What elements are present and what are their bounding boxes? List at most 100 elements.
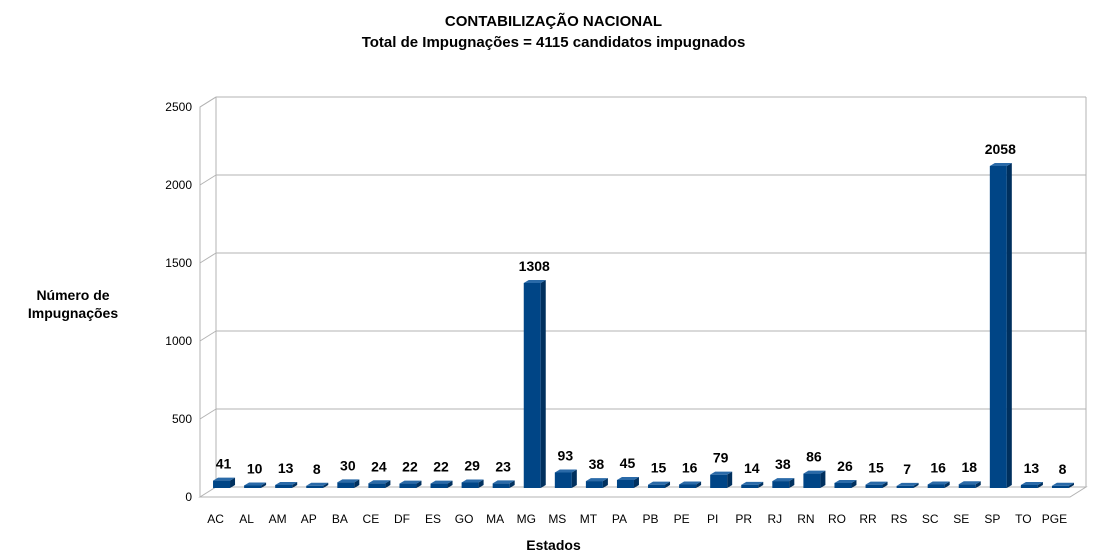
bar-top: [927, 481, 950, 485]
bar: [1020, 481, 1043, 488]
bar: [772, 478, 795, 488]
bar-side: [602, 478, 608, 488]
data-label: 16: [682, 460, 698, 476]
chart-subtitle: Total de Impugnações = 4115 candidatos i…: [361, 34, 746, 51]
bar-side: [416, 480, 422, 488]
bar-side: [1037, 481, 1043, 488]
bar-front: [492, 483, 510, 488]
gridline-side: [199, 174, 217, 186]
data-label: 18: [961, 459, 977, 475]
bar-front: [554, 472, 572, 488]
bar: [648, 481, 671, 488]
bar-side: [571, 469, 577, 488]
x-tick-label: RJ: [767, 512, 782, 526]
bar-front: [368, 483, 386, 488]
bar: [337, 479, 360, 488]
bar-side: [944, 481, 950, 488]
bar: [679, 481, 702, 488]
bar-top: [399, 480, 422, 484]
y-tick-label: 2000: [165, 178, 192, 192]
x-tick-label: AC: [207, 512, 224, 526]
bar-side: [975, 481, 981, 488]
y-tick-label: 2500: [165, 100, 192, 114]
bar-front: [648, 484, 666, 488]
bar-top: [337, 479, 360, 483]
back-wall: [215, 97, 1087, 488]
x-tick-label: BA: [332, 512, 348, 526]
bar-side: [665, 481, 671, 488]
bar-side: [385, 480, 391, 488]
x-tick-label: PE: [674, 512, 690, 526]
bar: [430, 480, 453, 488]
data-label: 22: [433, 459, 449, 475]
bar: [616, 476, 639, 488]
bar-top: [679, 481, 702, 485]
bar-side: [447, 480, 453, 488]
bar-side: [789, 478, 795, 488]
x-tick-label: PI: [707, 512, 718, 526]
bar-top: [244, 482, 267, 486]
x-axis-label: Estados: [526, 537, 581, 553]
bar-top: [523, 279, 546, 283]
data-label: 38: [589, 456, 605, 472]
data-label: 15: [651, 460, 667, 476]
bar-top: [368, 480, 391, 484]
bar: [492, 480, 515, 488]
bar-front: [461, 482, 479, 488]
bar-front: [710, 474, 728, 488]
gridline-side: [199, 96, 217, 108]
bar-side: [820, 470, 826, 488]
bar-top: [1020, 481, 1043, 485]
x-tick-label: PGE: [1042, 512, 1067, 526]
bar: [399, 480, 422, 488]
bar: [803, 470, 826, 488]
bar: [896, 482, 919, 488]
gridline-side: [199, 408, 217, 420]
x-tick-label: MG: [517, 512, 536, 526]
bar-side: [882, 481, 888, 488]
data-label: 22: [402, 459, 418, 475]
bar-front: [803, 473, 821, 488]
bar-front: [523, 282, 541, 488]
data-label: 79: [713, 450, 729, 466]
data-label: 45: [620, 455, 636, 471]
x-tick-label: PR: [735, 512, 752, 526]
bar-top: [989, 162, 1012, 166]
bar: [461, 479, 484, 488]
bar-side: [1006, 162, 1012, 488]
bar: [244, 482, 267, 488]
data-label: 24: [371, 458, 387, 474]
bar-top: [958, 481, 981, 485]
bar-front: [337, 482, 355, 488]
data-label: 86: [806, 449, 822, 465]
x-tick-label: PB: [643, 512, 659, 526]
x-tick-label: RS: [891, 512, 908, 526]
data-label: 8: [313, 461, 321, 477]
bar: [368, 480, 391, 488]
data-label: 7: [903, 461, 911, 477]
bar-side: [478, 479, 484, 488]
data-label: 41: [216, 456, 232, 472]
bar-front: [679, 484, 697, 488]
side-wall: [199, 96, 217, 497]
bar-side: [633, 476, 639, 488]
bar-front: [399, 483, 417, 488]
bar-front: [1051, 485, 1069, 488]
data-label: 13: [1024, 460, 1040, 476]
data-label: 29: [464, 457, 480, 473]
y-axis-label: Número de Impugnações: [14, 286, 132, 322]
bar-front: [834, 482, 852, 488]
x-tick-label: RO: [828, 512, 846, 526]
data-label: 8: [1059, 461, 1067, 477]
data-label: 13: [278, 460, 294, 476]
bar-side: [758, 481, 764, 488]
bar-top: [1051, 482, 1074, 486]
bar-front: [772, 481, 790, 488]
x-tick-label: SE: [953, 512, 969, 526]
bar-top: [213, 477, 236, 481]
bar: [275, 481, 298, 488]
bar-front: [616, 479, 634, 488]
floor: [198, 486, 1088, 498]
x-tick-label: CE: [363, 512, 380, 526]
data-label: 10: [247, 460, 263, 476]
